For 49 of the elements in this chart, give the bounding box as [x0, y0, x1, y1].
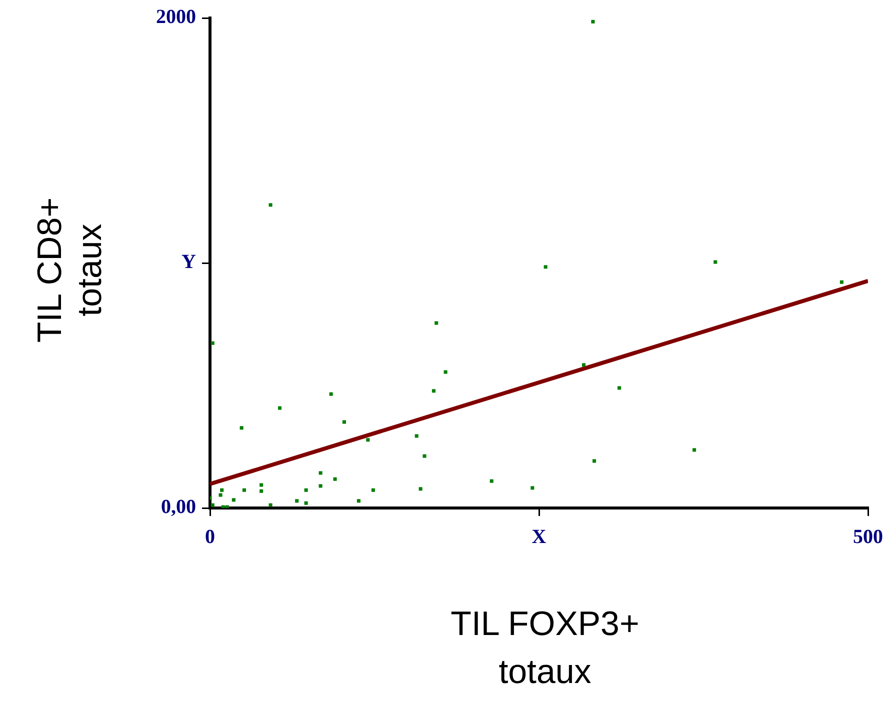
- point: [582, 363, 586, 367]
- point: [422, 454, 426, 458]
- point: [530, 486, 534, 490]
- y-axis-title: TIL CD8+ totaux: [30, 196, 110, 345]
- point: [260, 489, 264, 493]
- point: [232, 498, 236, 502]
- point: [318, 484, 322, 488]
- x-tick-label: 500: [853, 526, 883, 548]
- point: [304, 488, 308, 492]
- point: [592, 459, 596, 463]
- y-tick-label: 0,00: [161, 496, 196, 518]
- point: [434, 321, 438, 325]
- point: [218, 493, 222, 497]
- point: [329, 392, 333, 396]
- point: [371, 488, 375, 492]
- point: [692, 448, 696, 452]
- point: [240, 426, 244, 430]
- x-tick-label: 0: [205, 526, 215, 548]
- point: [268, 203, 272, 207]
- point: [356, 499, 360, 503]
- point: [432, 389, 436, 393]
- point: [278, 406, 282, 410]
- point: [418, 487, 422, 491]
- point: [260, 483, 264, 487]
- point: [544, 265, 548, 269]
- point: [242, 488, 246, 492]
- point: [444, 370, 448, 374]
- point: [210, 341, 214, 345]
- point: [295, 499, 299, 503]
- x-tick-label: X: [532, 526, 547, 548]
- point: [220, 488, 224, 492]
- point: [414, 434, 418, 438]
- point: [221, 505, 225, 508]
- point: [268, 503, 272, 507]
- point: [490, 479, 494, 483]
- point: [318, 471, 322, 475]
- y-tick-label: Y: [182, 251, 197, 274]
- point: [714, 260, 718, 264]
- point: [333, 477, 337, 481]
- point: [618, 386, 622, 390]
- y-tick-label: 2000: [156, 6, 196, 28]
- point: [366, 438, 370, 442]
- point: [225, 505, 229, 508]
- point: [210, 503, 214, 507]
- x-axis-title: TIL FOXP3+ totaux: [450, 604, 640, 693]
- point: [591, 20, 595, 24]
- point: [342, 420, 346, 424]
- point: [304, 501, 308, 505]
- point: [840, 280, 844, 284]
